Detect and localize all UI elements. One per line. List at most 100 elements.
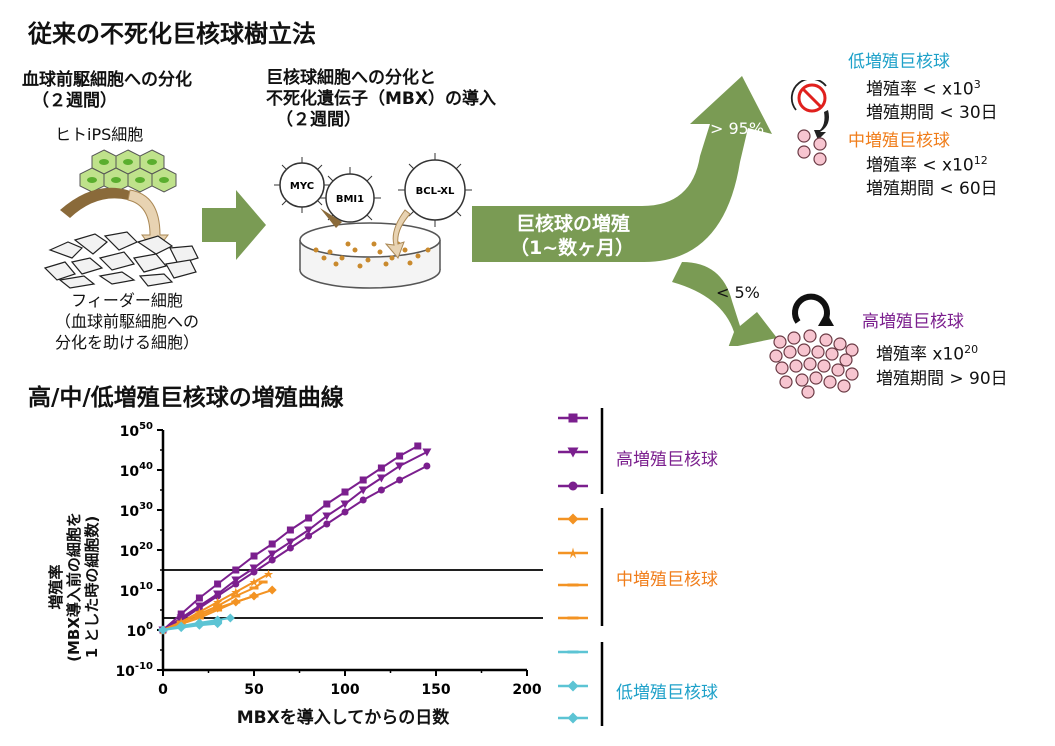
data-point (232, 566, 240, 574)
low-mid-cells-illustration (790, 80, 829, 166)
legend-high-label: 高増殖巨核球 (616, 450, 718, 470)
data-point (377, 486, 385, 494)
lower-percent: < 5% (716, 283, 760, 302)
data-point (359, 476, 367, 484)
series-line (162, 622, 218, 631)
data-point (423, 462, 431, 470)
data-point (396, 476, 404, 484)
virus-bclxl-icon (398, 153, 472, 227)
data-point (267, 550, 277, 559)
series-line (162, 465, 428, 631)
x-tick-label: 100 (330, 682, 359, 698)
data-point (286, 526, 294, 534)
ips-feeder-illustration (43, 149, 199, 289)
data-point (568, 481, 578, 491)
data-point (213, 608, 223, 612)
cell-cluster-small-icon (797, 129, 827, 166)
x-tick-label: 50 (244, 682, 264, 698)
high-rate: 増殖率 x1020 (876, 343, 979, 365)
expansion-arrows (472, 76, 777, 346)
legend-entry-5 (558, 583, 588, 587)
prohibited-icon (790, 80, 827, 113)
data-point (250, 568, 258, 576)
data-point (395, 462, 405, 471)
y-tick-label: 10-10 (115, 661, 153, 680)
chart-series (158, 442, 432, 635)
legend-low-label: 低増殖巨核球 (616, 683, 718, 703)
data-point (194, 612, 204, 616)
data-point (322, 512, 332, 521)
gene-bmi1-label: BMI1 (336, 194, 364, 205)
data-point (231, 594, 241, 598)
data-point (268, 556, 276, 564)
low-period: 増殖期間 < 30日 (866, 103, 998, 123)
data-point (232, 580, 240, 588)
data-point (567, 680, 579, 692)
data-point (158, 625, 168, 635)
data-point (231, 600, 241, 604)
data-point (567, 547, 579, 559)
data-point (567, 513, 579, 525)
data-point (340, 500, 350, 509)
chart-title: 高/中/低増殖巨核球の増殖曲線 (28, 385, 344, 411)
data-point (305, 532, 313, 540)
y-tick-label: 1010 (120, 581, 153, 600)
ips-colony-icon (79, 149, 177, 193)
legend-entry-3 (558, 513, 588, 525)
high-period: 増殖期間 > 90日 (876, 369, 1008, 389)
data-point (422, 448, 432, 457)
data-point (264, 569, 274, 579)
high-title: 高増殖巨核球 (862, 312, 964, 332)
legend-entry-0 (558, 413, 588, 423)
data-point (194, 616, 204, 620)
legend-entry-9 (558, 712, 588, 724)
data-point (268, 540, 276, 548)
data-point (359, 496, 367, 504)
step2-heading: 巨核球細胞への分化と 不死化遺伝子（MBX）の導入 （２週間） (266, 68, 496, 130)
low-title: 低増殖巨核球 (848, 52, 950, 72)
y-tick-label: 1050 (120, 421, 153, 440)
data-point (213, 619, 223, 629)
mid-period: 増殖期間 < 60日 (866, 179, 998, 199)
legend-mid-label: 中増殖巨核球 (616, 570, 718, 590)
mid-title: 中増殖巨核球 (848, 131, 950, 151)
legend-entry-8 (558, 680, 588, 692)
data-point (341, 508, 349, 516)
data-point (225, 613, 235, 623)
data-point (323, 520, 331, 528)
expansion-label: 巨核球の増殖 （1~数ヶ月） (510, 213, 635, 259)
low-rate: 増殖率 < x103 (866, 78, 981, 100)
feeder-cells-icon (43, 231, 199, 289)
data-point (267, 585, 277, 595)
series-high-0 (159, 442, 422, 634)
step1-heading: 血球前駆細胞への分化 （２週間） (22, 70, 192, 111)
data-point (305, 514, 313, 522)
y-tick-label: 1030 (120, 501, 153, 520)
chart-legend (558, 408, 604, 726)
series-high-2 (159, 462, 431, 634)
data-point (177, 610, 185, 618)
data-point (214, 580, 222, 588)
x-tick-label: 0 (158, 682, 168, 698)
gene-bclxl-label: BCL-XL (416, 186, 455, 197)
gene-myc-label: MYC (290, 181, 314, 192)
x-tick-label: 150 (421, 682, 450, 698)
virus-myc-icon (274, 157, 330, 213)
legend-entry-4 (558, 547, 588, 559)
data-point (304, 526, 314, 535)
data-point (214, 592, 222, 600)
x-tick-label: 200 (512, 682, 541, 698)
legend-entry-1 (558, 447, 588, 458)
data-point (176, 623, 186, 633)
data-point (567, 650, 579, 654)
legend-entry-7 (558, 650, 588, 654)
data-point (258, 580, 268, 584)
process-arrow-1 (202, 190, 266, 260)
data-point (323, 500, 331, 508)
ips-label: ヒトiPS細胞 (55, 125, 144, 144)
data-point (396, 452, 404, 460)
virus-bmi1-icon (319, 167, 381, 223)
high-cells-illustration (769, 293, 859, 399)
page-title: 従来の不死化巨核球樹立法 (28, 20, 316, 48)
